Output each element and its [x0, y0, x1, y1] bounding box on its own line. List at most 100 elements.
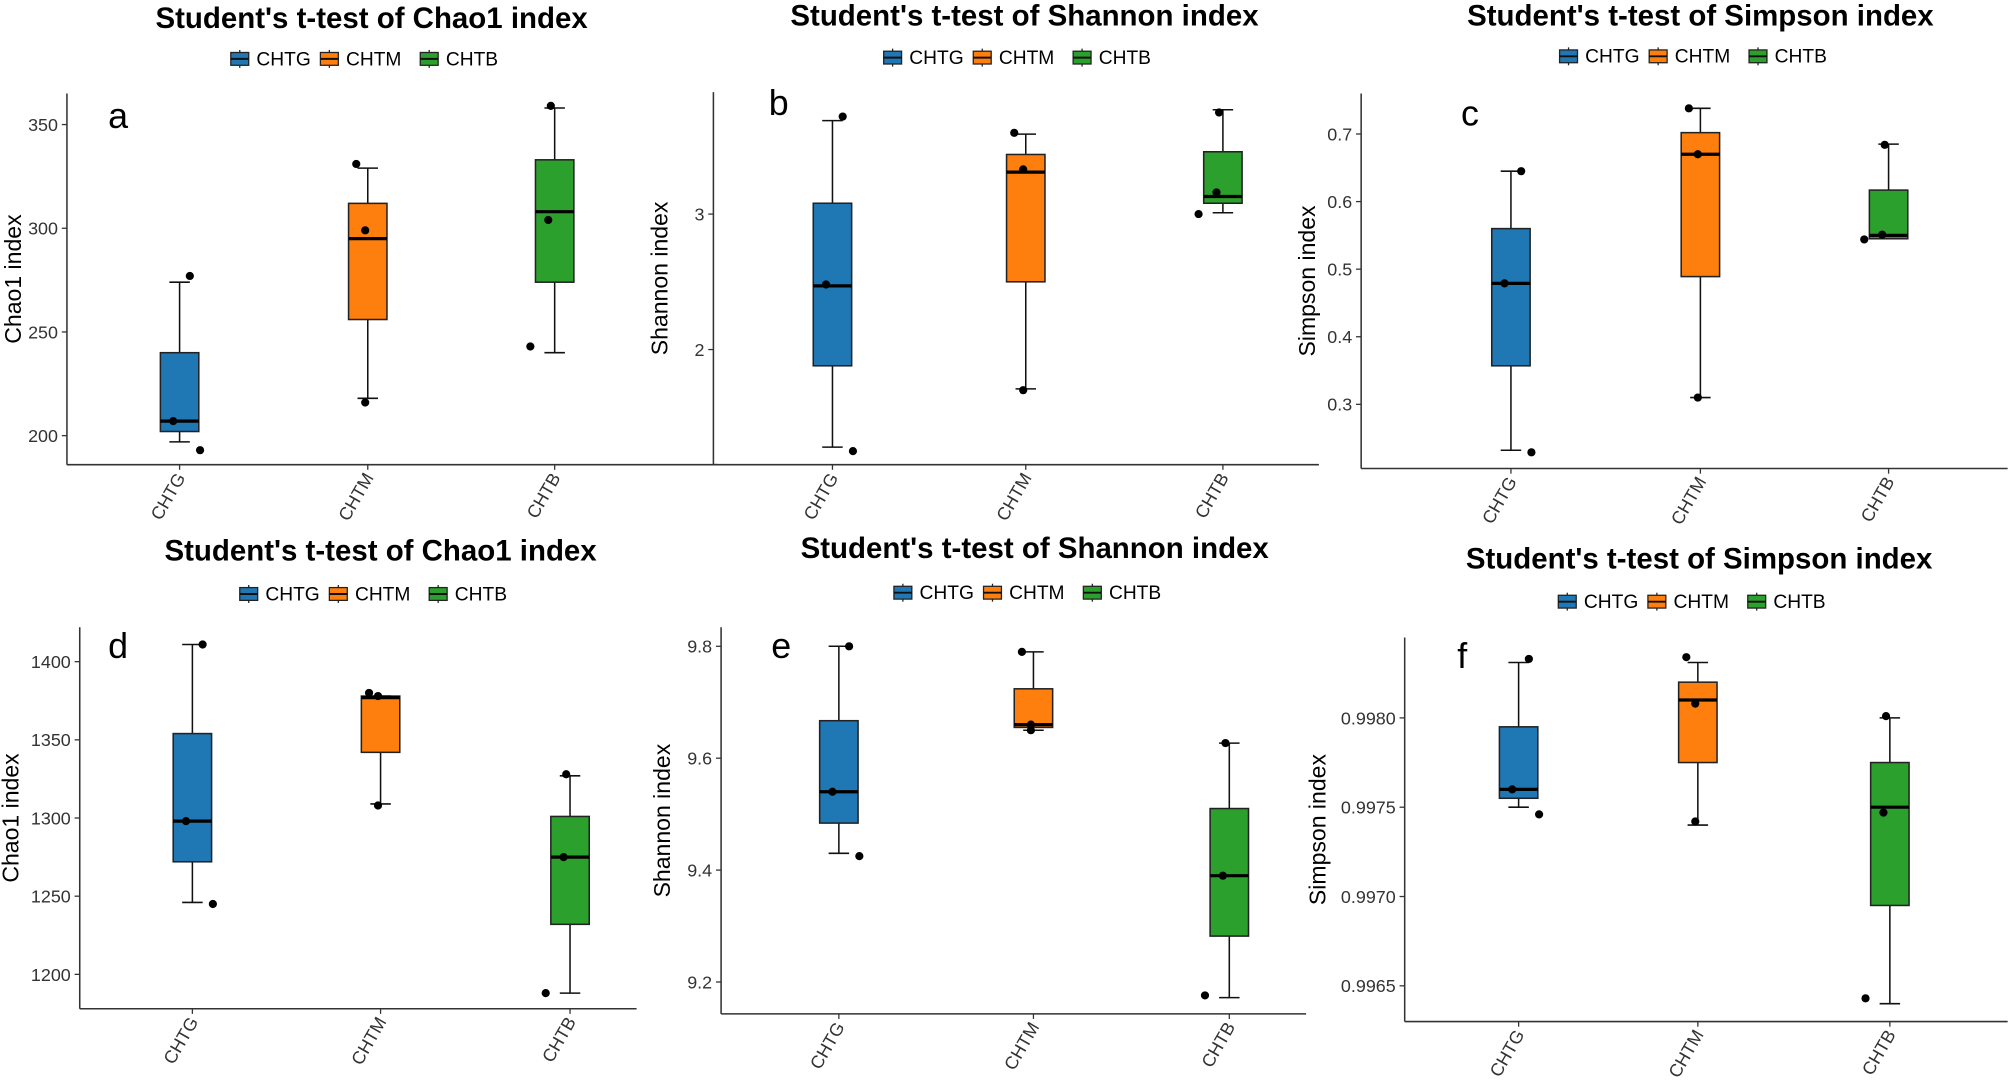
y-tick-label: 9.8	[687, 637, 712, 657]
y-tick-label: 300	[28, 219, 58, 239]
y-tick-label: 350	[28, 115, 58, 135]
x-tick-label: CHTB	[523, 469, 565, 521]
box-CHTG	[1490, 167, 1536, 457]
data-point	[361, 226, 370, 235]
data-point	[828, 787, 837, 796]
panel-label: d	[108, 626, 128, 666]
box-CHTG	[172, 640, 217, 909]
data-point	[1693, 393, 1702, 402]
box-CHTM	[360, 688, 401, 810]
data-point	[352, 159, 361, 169]
data-point	[361, 398, 370, 407]
data-point	[1691, 699, 1700, 708]
x-tick-label: CHTM	[334, 469, 377, 524]
data-point	[845, 642, 854, 651]
data-point	[559, 853, 568, 862]
data-point	[373, 801, 383, 810]
legend-label: CHTG	[1584, 592, 1638, 613]
data-point	[169, 417, 178, 426]
data-point	[1218, 871, 1228, 880]
iqr-box	[360, 695, 401, 754]
y-axis-title: Chao1 index	[0, 214, 26, 344]
y-tick-label: 0.5	[1327, 260, 1352, 280]
legend: CHTG CHTM CHTB	[239, 584, 507, 605]
x-tick-label: CHTM	[1665, 1026, 1708, 1081]
legend-label: CHTG	[265, 584, 319, 605]
data-point	[185, 271, 194, 281]
y-tick-label: 0.7	[1327, 124, 1352, 144]
data-point	[198, 640, 207, 649]
data-point	[1879, 808, 1888, 817]
data-point	[1017, 647, 1027, 656]
iqr-box	[1490, 227, 1531, 367]
x-tick-label: CHTM	[1667, 473, 1710, 528]
box-CHTM	[1005, 128, 1046, 395]
x-tick-label: CHTG	[1486, 1026, 1529, 1080]
box-CHTB	[1200, 738, 1250, 1000]
box-CHTG	[818, 642, 864, 861]
box-CHTB	[1860, 140, 1909, 244]
legend: CHTG CHTM CHTB	[883, 48, 1151, 69]
chart-title: Student's t-test of Simpson index	[1466, 542, 1933, 575]
data-point	[195, 446, 205, 455]
data-point	[1860, 235, 1869, 244]
legend-label: CHTG	[1585, 47, 1639, 68]
chart-title: Student's t-test of Shannon index	[790, 0, 1259, 33]
legend-label: CHTB	[1099, 48, 1151, 69]
y-tick-label: 250	[28, 322, 58, 342]
iqr-box	[159, 351, 200, 433]
y-tick-label: 1200	[31, 965, 71, 985]
y-tick-label: 0.9965	[1341, 976, 1396, 996]
x-tick-label: CHTB	[1858, 1026, 1900, 1078]
y-tick-label: 1350	[31, 730, 71, 750]
data-point	[1524, 654, 1533, 664]
y-tick-label: 0.6	[1327, 192, 1352, 212]
data-point	[1691, 817, 1700, 826]
data-point	[1212, 188, 1221, 197]
data-point	[181, 817, 191, 826]
data-point	[1010, 128, 1019, 137]
y-tick-label: 0.3	[1327, 395, 1352, 415]
legend-label: CHTM	[355, 584, 410, 605]
panel-label: f	[1457, 636, 1467, 676]
x-tick-label: CHTM	[1000, 1019, 1043, 1074]
box-CHTM	[347, 159, 388, 407]
iqr-box	[1677, 681, 1718, 764]
iqr-box	[347, 202, 388, 321]
box-CHTB	[1861, 712, 1910, 1005]
data-point	[1221, 738, 1230, 748]
legend-label: CHTB	[446, 49, 498, 70]
x-tick-label: CHTB	[1197, 1019, 1239, 1071]
y-axis-title: Simpson index	[1294, 205, 1320, 357]
data-point	[821, 280, 831, 289]
data-point	[1535, 810, 1544, 819]
y-tick-label: 0.9975	[1341, 798, 1396, 818]
box-CHTB	[541, 770, 591, 998]
legend-label: CHTM	[1009, 583, 1064, 604]
data-point	[526, 342, 535, 351]
y-tick-label: 1300	[31, 808, 71, 828]
box-CHTB	[1194, 108, 1243, 219]
legend: CHTG CHTM CHTB	[230, 49, 498, 70]
legend-label: CHTB	[1775, 47, 1827, 68]
panel-label: c	[1461, 93, 1479, 133]
x-tick-label: CHTB	[538, 1014, 580, 1066]
y-axis-title: Shannon index	[649, 743, 675, 897]
iqr-box	[1013, 688, 1054, 729]
data-point	[838, 112, 847, 121]
legend-label: CHTB	[1773, 592, 1825, 613]
y-tick-label: 2	[694, 340, 704, 360]
data-point	[364, 688, 374, 698]
y-tick-label: 9.4	[687, 860, 712, 880]
data-point	[1684, 104, 1693, 113]
chart-title: Student's t-test of Chao1 index	[164, 535, 597, 568]
box-CHTG	[812, 112, 858, 456]
legend-label: CHTG	[920, 583, 974, 604]
panel-b: Student's t-test of Shannon index CHTG CHT…	[646, 0, 1319, 524]
x-tick-label: CHTG	[160, 1014, 203, 1068]
y-tick-label: 1400	[31, 652, 71, 672]
data-point	[1682, 653, 1691, 662]
legend-label: CHTM	[1675, 47, 1730, 68]
legend-label: CHTB	[1109, 583, 1161, 604]
box-CHTG	[1498, 654, 1544, 819]
